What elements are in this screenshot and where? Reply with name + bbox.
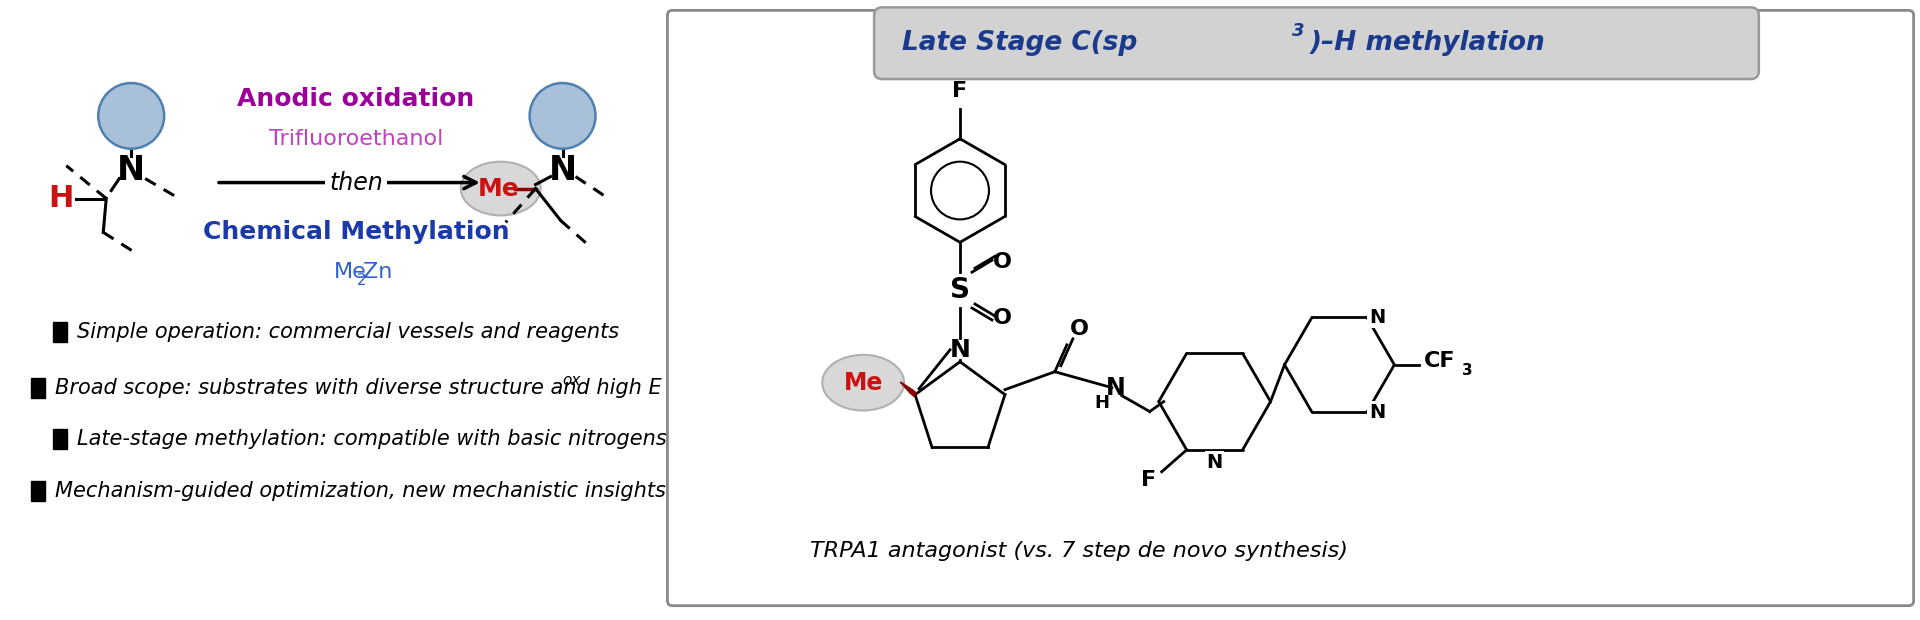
Text: N: N: [950, 338, 970, 362]
Bar: [31, 481, 46, 501]
Bar: [54, 430, 67, 450]
Text: Mechanism-guided optimization, new mechanistic insights: Mechanism-guided optimization, new mecha…: [56, 481, 666, 501]
Text: Late-stage methylation: compatible with basic nitrogens: Late-stage methylation: compatible with …: [77, 430, 666, 450]
Text: N: N: [117, 154, 146, 187]
Text: H: H: [48, 184, 75, 213]
Text: N: N: [1206, 453, 1223, 472]
Text: Trifluoroethanol: Trifluoroethanol: [269, 129, 444, 149]
Bar: [31, 378, 46, 397]
Text: Me: Me: [843, 371, 883, 395]
Text: ox: ox: [563, 373, 582, 388]
Text: )–H methylation: )–H methylation: [1309, 30, 1546, 56]
Text: N: N: [1369, 308, 1384, 327]
Text: then: then: [328, 170, 382, 195]
Text: O: O: [993, 252, 1012, 272]
Text: Broad scope: substrates with diverse structure and high E: Broad scope: substrates with diverse str…: [56, 378, 662, 397]
Text: S: S: [950, 276, 970, 304]
Text: H: H: [1094, 394, 1110, 412]
Text: CF: CF: [1425, 351, 1455, 371]
Ellipse shape: [822, 355, 904, 410]
Text: N: N: [1106, 376, 1125, 400]
Text: TRPA1 antagonist (vs. 7 step de novo synthesis): TRPA1 antagonist (vs. 7 step de novo syn…: [810, 541, 1348, 561]
Text: 3: 3: [1292, 22, 1304, 40]
Text: F: F: [1140, 470, 1156, 490]
Text: Anodic oxidation: Anodic oxidation: [238, 87, 474, 111]
FancyBboxPatch shape: [874, 7, 1759, 79]
Text: N: N: [549, 154, 576, 187]
FancyBboxPatch shape: [668, 11, 1914, 606]
Circle shape: [98, 83, 163, 149]
Text: Me: Me: [334, 262, 367, 282]
Bar: [54, 322, 67, 342]
Text: F: F: [952, 81, 968, 101]
Text: Chemical Methylation: Chemical Methylation: [204, 220, 509, 244]
Text: O: O: [993, 308, 1012, 328]
Text: 3: 3: [1463, 363, 1473, 378]
Text: Late Stage C(sp: Late Stage C(sp: [902, 30, 1137, 56]
Text: Me: Me: [478, 177, 520, 200]
Text: O: O: [1069, 319, 1089, 339]
Ellipse shape: [461, 162, 541, 215]
Text: Zn: Zn: [363, 262, 392, 282]
Text: N: N: [1369, 402, 1384, 422]
Text: Simple operation: commercial vessels and reagents: Simple operation: commercial vessels and…: [77, 322, 620, 342]
Text: 2: 2: [357, 273, 367, 288]
Circle shape: [530, 83, 595, 149]
